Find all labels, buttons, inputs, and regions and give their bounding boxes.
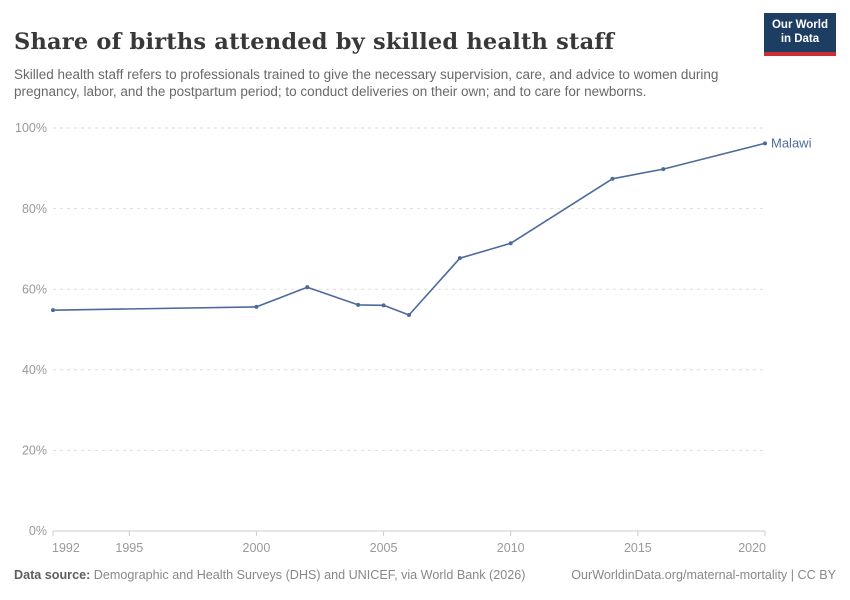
y-tick-label: 80% [22, 202, 47, 216]
data-point [508, 241, 513, 246]
footer-url[interactable]: OurWorldinData.org/maternal-mortality | … [571, 568, 836, 582]
data-point [763, 141, 767, 146]
data-source-text: Demographic and Health Surveys (DHS) and… [90, 568, 526, 582]
x-tick-label: 2000 [243, 541, 271, 555]
data-point [305, 285, 310, 290]
data-point [661, 167, 666, 172]
line-chart: 0% 20% 40% 60% 80% 100% 1992 1995 2000 2005 2010 20… [15, 121, 812, 555]
data-point [407, 312, 411, 317]
y-tick-label: 100% [15, 121, 47, 135]
y-tick-label: 20% [22, 444, 47, 458]
x-tick-label: 2010 [497, 541, 525, 555]
y-tick-label: 60% [22, 282, 47, 296]
x-tick-label: 2020 [738, 541, 766, 555]
x-tick-label: 1995 [115, 541, 143, 555]
owid-logo-line1: Our World [771, 19, 828, 31]
data-point [254, 304, 259, 309]
y-tick-label: 40% [22, 363, 47, 377]
chart-footer: Data source: Demographic and Health Surv… [14, 568, 836, 582]
x-tick-label: 2005 [370, 541, 398, 555]
data-point [457, 256, 462, 261]
x-tick-label: 2015 [624, 541, 652, 555]
data-source-label: Data source: [14, 568, 91, 582]
data-source-note: Data source: Demographic and Health Surv… [14, 568, 525, 582]
chart-title: Share of births attended by skilled heal… [14, 29, 615, 56]
data-point [381, 303, 386, 308]
x-tick-label: 1992 [52, 541, 80, 555]
owid-logo[interactable]: Our World in Data [763, 13, 836, 56]
data-point [356, 302, 361, 307]
data-point [610, 176, 615, 181]
chart-subtitle: Skilled health staff refers to professio… [14, 66, 719, 99]
series-end-label: Malawi [771, 136, 812, 151]
data-point [51, 308, 55, 313]
owid-logo-line2: in Data [780, 33, 820, 46]
y-tick-label: 0% [29, 524, 47, 538]
